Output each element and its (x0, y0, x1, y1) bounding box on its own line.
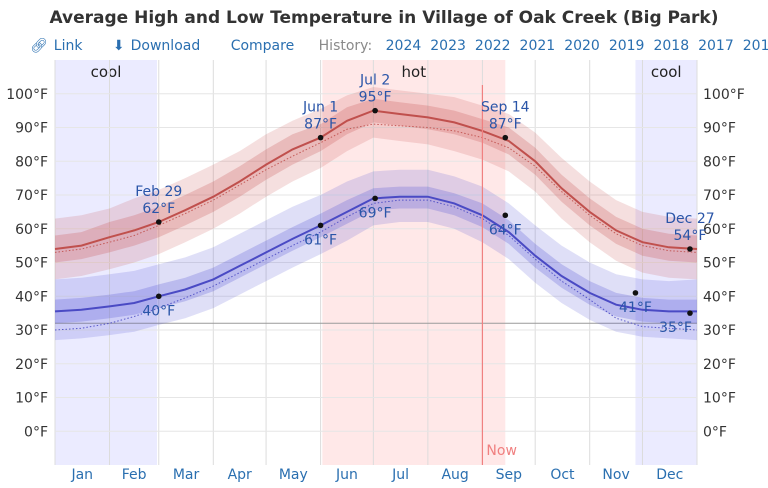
month-label-sep: Sep (496, 467, 523, 483)
compare-button[interactable]: Compare (230, 38, 295, 54)
now-label: Now (486, 443, 517, 459)
download-label: Download (130, 38, 201, 54)
y-tick-label-left: 70°F (15, 188, 48, 204)
low-band-25-75 (55, 186, 697, 324)
history-year-2023[interactable]: 2023 (430, 38, 466, 54)
y-tick-label-left: 60°F (15, 222, 48, 238)
annotation-value-label: 95°F (359, 90, 392, 106)
annotation-date-label: Jul 2 (359, 73, 390, 89)
annotation-value-label: 87°F (489, 117, 522, 133)
history-year-2018[interactable]: 2018 (653, 38, 690, 54)
history-years: 2024 2023 2022 2021 2020 2019 2018 2017 2016 (377, 38, 768, 54)
history-year-2024[interactable]: 2024 (385, 38, 422, 54)
y-tick-label-left: 0°F (24, 424, 48, 440)
annotation-value-label: 40°F (142, 303, 175, 319)
history-year-2016[interactable]: 2016 (742, 38, 768, 54)
y-tick-label-right: 90°F (703, 121, 736, 137)
season-label-cool: cool (651, 63, 682, 81)
month-label-jul: Jul (391, 467, 409, 483)
y-tick-label-right: 40°F (703, 289, 736, 305)
history-year-2022[interactable]: 2022 (474, 38, 511, 54)
month-label-jun: Jun (335, 467, 358, 483)
annotation-point-low (502, 212, 509, 219)
y-tick-label-right: 50°F (703, 256, 736, 272)
y-tick-label-right: 20°F (703, 357, 736, 373)
low-band-10-90 (55, 169, 697, 341)
annotation-value-label: 62°F (142, 201, 175, 217)
history-year-2019[interactable]: 2019 (608, 38, 645, 54)
season-label-cool: cool (91, 63, 122, 81)
annotation-point-high (155, 219, 162, 225)
month-label-nov: Nov (602, 467, 629, 483)
y-tick-label-right: 0°F (703, 424, 727, 440)
annotation-date-label: Sep 14 (481, 100, 530, 116)
annotation-point-high (502, 134, 509, 141)
y-tick-label-right: 80°F (703, 154, 736, 170)
month-label-apr: Apr (228, 467, 252, 483)
annotation-point-high (372, 107, 378, 114)
season-label-hot: hot (402, 63, 427, 81)
y-tick-label-left: 20°F (15, 357, 48, 373)
annotation-value-label: 69°F (359, 205, 392, 221)
annotation-point-low (155, 293, 162, 300)
y-tick-label-left: 50°F (15, 256, 48, 272)
month-label-may: May (279, 467, 308, 483)
month-label-aug: Aug (441, 467, 468, 483)
annotation-date-label: Feb 29 (135, 184, 182, 200)
high-band-25-75 (55, 98, 697, 263)
month-label-dec: Dec (656, 467, 683, 483)
y-tick-label-left: 30°F (15, 323, 48, 339)
annotation-point-high (317, 134, 324, 141)
download-icon: ⬇︎ (112, 38, 125, 54)
y-tick-label-left: 40°F (15, 289, 48, 305)
month-label-oct: Oct (550, 467, 575, 483)
y-tick-label-left: 90°F (15, 121, 48, 137)
y-tick-label-right: 70°F (703, 188, 736, 204)
link-button[interactable]: 🔗︎ Link (30, 38, 82, 54)
month-label-mar: Mar (173, 467, 200, 483)
y-tick-label-left: 10°F (15, 391, 48, 407)
annotation-date-label: Jun 1 (302, 100, 338, 116)
low-normal-line (54, 199, 698, 331)
history-year-2021[interactable]: 2021 (519, 38, 556, 54)
y-tick-label-right: 30°F (703, 323, 736, 339)
annotation-point-low (632, 290, 639, 296)
download-button[interactable]: ⬇︎ Download (113, 38, 200, 54)
y-tick-label-right: 10°F (703, 391, 736, 407)
y-tick-label-right: 60°F (703, 222, 736, 238)
link-icon: 🔗︎ (30, 38, 48, 54)
history-year-2017[interactable]: 2017 (698, 38, 734, 54)
annotation-value-label: 61°F (304, 232, 337, 248)
high-band-10-90 (55, 87, 697, 280)
annotation-point-low (372, 195, 378, 202)
y-tick-label-left: 80°F (15, 154, 48, 170)
annotation-value-label: 35°F (659, 320, 692, 336)
annotation-date-label: Dec 27 (665, 211, 714, 227)
annotation-point-low (317, 222, 324, 229)
y-tick-label-left: 100°F (6, 87, 48, 103)
month-label-jan: Jan (70, 467, 93, 483)
chart-title: Average High and Low Temperature in Vill… (49, 8, 719, 28)
annotation-value-label: 54°F (674, 228, 707, 244)
history-year-2020[interactable]: 2020 (564, 38, 600, 54)
annotation-point-high (687, 246, 693, 252)
annotation-value-label: 41°F (619, 300, 652, 316)
history-label: History: (318, 38, 373, 54)
month-label-feb: Feb (122, 467, 147, 483)
annotation-point-low (687, 310, 693, 316)
y-tick-label-right: 100°F (703, 87, 745, 103)
link-label: Link (53, 38, 83, 54)
annotation-value-label: 64°F (489, 222, 522, 238)
annotation-value-label: 87°F (304, 117, 337, 133)
chart-toolbar: 🔗︎ Link ⬇︎ Download Compare History: 2024 2… (30, 38, 768, 58)
